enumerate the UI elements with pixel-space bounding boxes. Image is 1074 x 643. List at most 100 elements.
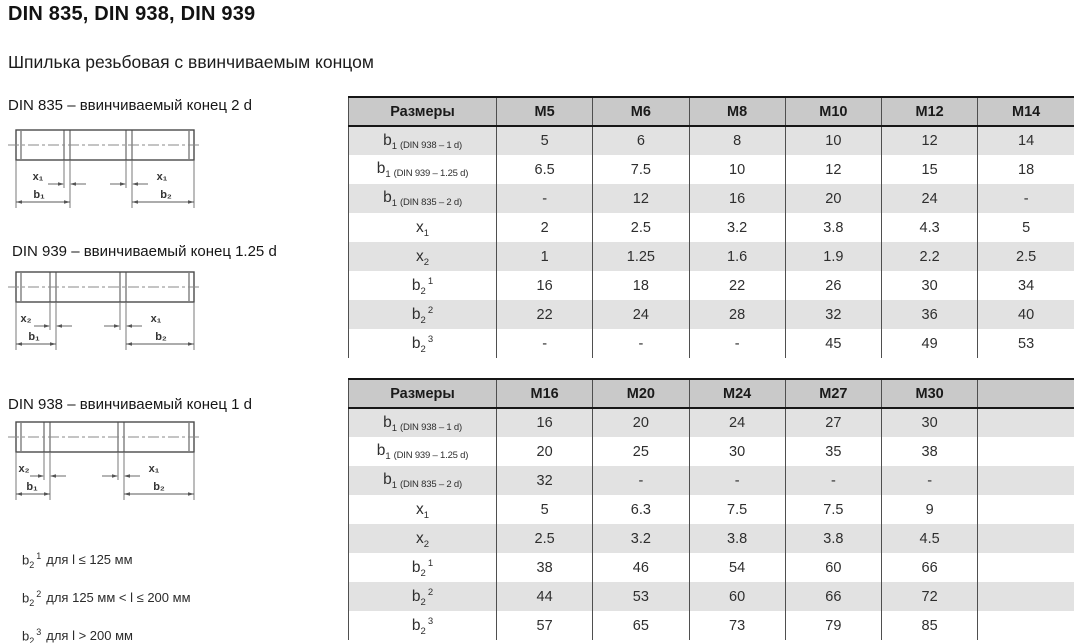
row-label: x1 [348,495,497,524]
value-cell: 20 [784,184,882,213]
dim-label-x-right: x₁ [151,313,162,325]
value-cell: 73 [688,611,786,640]
value-cell: 20 [592,407,689,437]
table-row: x1 5 6.3 7.5 7.5 9 [348,495,1074,524]
value-cell: 60 [688,582,786,611]
dim-label-b2: b₂ [155,331,167,343]
value-cell: 1.25 [592,242,689,271]
table-row: x2 1 1.25 1.6 1.9 2.2 2.5 [348,242,1074,271]
value-cell: 30 [688,437,786,466]
value-cell: 1.6 [688,242,786,271]
table-row: b1 (DIN 939 – 1.25 d) 20 25 30 35 38 [348,437,1074,466]
stud-outline [8,421,202,453]
dimension-lines: x₂ x₁ b₁ b₂ [15,302,195,350]
table-header-row: Размеры M5 M6 M8 M10 M12 M14 [348,97,1074,127]
value-cell: 15 [880,155,978,184]
dim-label-b1: b₁ [28,331,40,343]
page-title: DIN 835, DIN 938, DIN 939 [8,3,256,25]
value-cell: 30 [880,271,978,300]
footnote-b2-1: b21 для l ≤ 125 мм [22,551,133,570]
table-row: b23 57 65 73 79 85 [348,611,1074,640]
value-cell: - [592,329,689,358]
footnote-b2-2: b22 для 125 мм < l ≤ 200 мм [22,588,191,608]
value-cell: 38 [880,437,978,466]
value-cell: - [495,184,593,213]
table-row: b21 38 46 54 60 66 [348,553,1074,582]
value-cell: 27 [784,407,882,437]
dimension-lines: x₁ x₁ b₁ b₂ [15,160,195,208]
stud-drawing-din938: x₂ x₁ b₁ b₂ [8,421,202,500]
dimensions-table-m5-m14: Размеры M5 M6 M8 M10 M12 M14 b1 (DIN 938 – 1 d)… [348,96,1074,358]
value-cell: 3.2 [688,213,786,242]
dim-label-x-left: x₂ [18,463,29,475]
value-cell: 32 [495,466,593,495]
value-cell: 10 [784,125,882,155]
value-cell [977,407,1074,437]
row-label: b22 [348,300,497,329]
row-label: b1 (DIN 835 – 2 d) [348,184,497,213]
row-label: x2 [348,524,497,553]
value-cell: 66 [880,553,978,582]
value-cell: 16 [495,407,593,437]
stud-drawing-din835: x₁ x₁ b₁ b₂ [8,129,202,208]
header-cell-sizes: Размеры [348,379,497,409]
table-row: b23- - -45 49 53 [348,329,1074,358]
row-label: b23 [348,329,497,358]
value-cell: 85 [880,611,978,640]
table-row: b1 (DIN 938 – 1 d) 16 20 24 27 30 [348,407,1074,437]
value-cell: 32 [784,300,882,329]
dim-label-x-left: x₂ [20,313,31,325]
footnote-text: для 125 мм < l ≤ 200 мм [46,590,191,606]
value-cell [977,611,1074,640]
value-cell: 44 [495,582,593,611]
value-cell: 46 [592,553,689,582]
value-cell: 2.5 [977,242,1074,271]
header-cell-size: M12 [880,97,978,127]
value-cell: 2.5 [495,524,593,553]
header-cell-sizes: Размеры [348,97,497,127]
value-cell: 24 [688,407,786,437]
row-label: b1 (DIN 939 – 1.25 d) [348,437,497,466]
row-label: b22 [348,582,497,611]
value-cell: 40 [977,300,1074,329]
value-cell: 36 [880,300,978,329]
table-row: x1 2 2.5 3.2 3.8 4.3 5 [348,213,1074,242]
value-cell: 3.8 [784,524,882,553]
row-label: b21 [348,553,497,582]
value-cell: - [688,329,786,358]
value-cell: 12 [784,155,882,184]
value-cell [977,582,1074,611]
dim-label-x-right: x₁ [157,171,168,183]
value-cell: 12 [592,184,689,213]
value-cell: 34 [977,271,1074,300]
footnote-text: для l > 200 мм [46,628,133,643]
value-cell: 26 [784,271,882,300]
value-cell: 16 [495,271,593,300]
value-cell: 45 [784,329,882,358]
value-cell: 8 [688,125,786,155]
value-cell: 6.5 [495,155,593,184]
value-cell: 2.2 [880,242,978,271]
header-cell-size: M24 [688,379,786,409]
dimensions-table-m16-m30: Размеры M16 M20 M24 M27 M30 b1 (DIN 938 – 1 d)… [348,378,1074,640]
value-cell: 38 [495,553,593,582]
table-row: x2 2.5 3.2 3.8 3.8 4.5 [348,524,1074,553]
header-cell-size: M30 [880,379,978,409]
value-cell: 60 [784,553,882,582]
dim-label-b1: b₁ [26,481,38,493]
value-cell: 30 [880,407,978,437]
row-label: b1 (DIN 939 – 1.25 d) [348,155,497,184]
value-cell: 54 [688,553,786,582]
row-label: x1 [348,213,497,242]
table-row: b22 44 53 60 66 72 [348,582,1074,611]
table-row: b1 (DIN 835 – 2 d) -12 16 20 24- [348,184,1074,213]
value-cell: 7.5 [592,155,689,184]
table-row: b1 (DIN 835 – 2 d) 32- - - - [348,466,1074,495]
value-cell: 18 [592,271,689,300]
footnotes: b21 для l ≤ 125 мм b22 для 125 мм < l ≤ 20… [22,551,191,643]
dimension-lines: x₂ x₁ b₁ b₂ [15,452,195,500]
value-cell: - [880,466,978,495]
value-cell [977,553,1074,582]
header-cell-size: M10 [784,97,882,127]
